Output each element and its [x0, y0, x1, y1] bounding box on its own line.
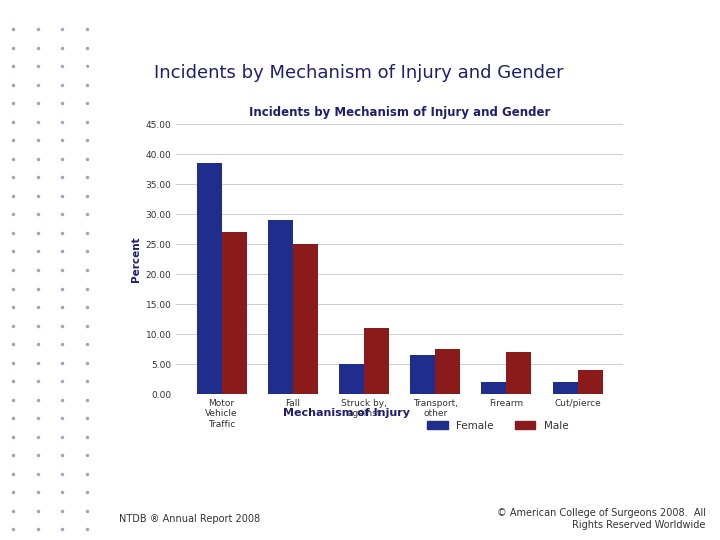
- Text: © American College of Surgeons 2008.  All
Rights Reserved Worldwide: © American College of Surgeons 2008. All…: [497, 509, 706, 530]
- Bar: [577, 370, 603, 394]
- Bar: [553, 382, 577, 394]
- Text: Mechanism of Injury: Mechanism of Injury: [282, 408, 410, 417]
- Text: Incidents by Mechanism of Injury and Gender: Incidents by Mechanism of Injury and Gen…: [154, 64, 564, 82]
- Bar: [482, 382, 506, 394]
- Y-axis label: Percent: Percent: [132, 237, 142, 282]
- Bar: [364, 328, 389, 394]
- Title: Incidents by Mechanism of Injury and Gender: Incidents by Mechanism of Injury and Gen…: [249, 106, 550, 119]
- Bar: [410, 355, 435, 394]
- Text: NTDB ® Annual Report 2008: NTDB ® Annual Report 2008: [119, 514, 260, 524]
- Text: Figure
9A: Figure 9A: [69, 54, 107, 76]
- Bar: [435, 349, 460, 394]
- Legend: Female, Male: Female, Male: [423, 416, 572, 435]
- Bar: [222, 232, 246, 394]
- Bar: [293, 244, 318, 394]
- Bar: [268, 220, 293, 394]
- Bar: [197, 163, 222, 394]
- Bar: [339, 364, 364, 394]
- Bar: [506, 352, 531, 394]
